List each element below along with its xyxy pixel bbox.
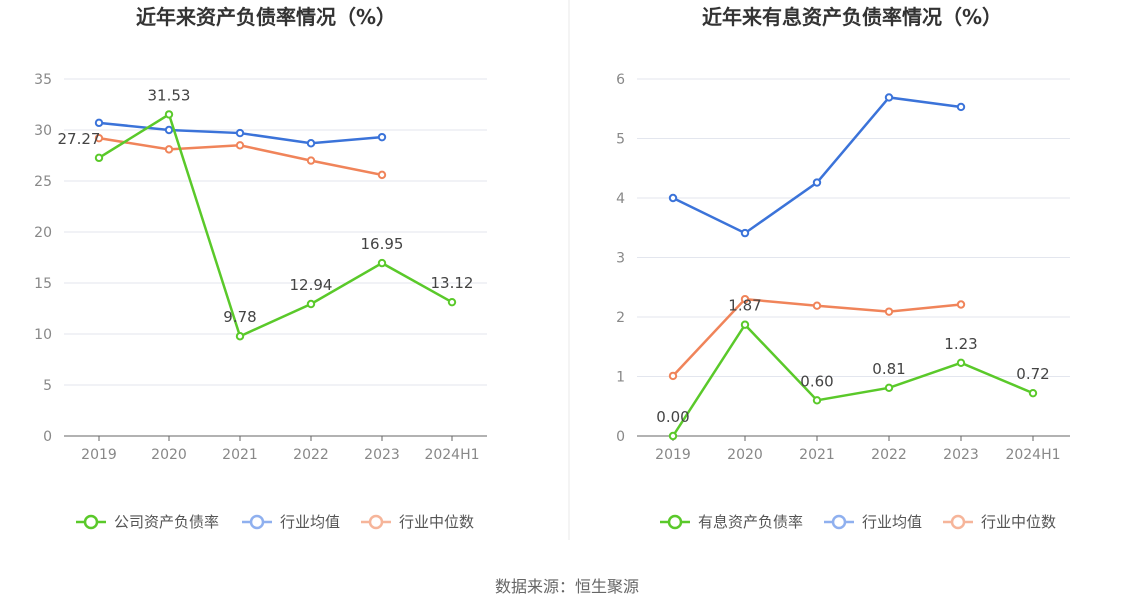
y-tick-label: 25 (34, 174, 52, 190)
x-tick-label: 2024H1 (424, 447, 479, 463)
data-label: 0.81 (872, 360, 905, 378)
data-label: 12.94 (290, 276, 333, 294)
legend-item: 行业中位数 (943, 513, 1056, 531)
x-tick-label: 2021 (222, 447, 258, 463)
data-point (1028, 388, 1038, 398)
data-point (235, 332, 245, 341)
chart-title: 近年来有息资产负债率情况（%） (702, 5, 1002, 29)
data-point (164, 110, 174, 119)
x-tick-label: 2019 (655, 447, 691, 463)
data-point (668, 431, 678, 441)
legend-label: 公司资产负债率 (114, 513, 219, 531)
legend-marker (83, 514, 99, 530)
data-point (812, 396, 822, 405)
data-source-label: 数据来源：恒生聚源 (495, 577, 639, 596)
data-point (740, 294, 750, 304)
data-point (306, 299, 316, 309)
y-tick-label: 6 (616, 72, 625, 88)
chart-title: 近年来资产负债率情况（%） (136, 5, 396, 29)
series-line (671, 322, 1034, 437)
legend-label: 有息资产负债率 (698, 513, 803, 531)
y-tick-label: 35 (34, 72, 52, 88)
data-label: 27.27 (58, 130, 101, 148)
legend-marker (249, 514, 265, 530)
y-tick-label: 20 (34, 225, 52, 241)
data-point (668, 193, 678, 203)
legend-label: 行业中位数 (981, 513, 1056, 531)
data-point (884, 93, 894, 102)
data-point (377, 170, 387, 180)
x-tick-label: 2023 (364, 447, 400, 463)
data-point (956, 358, 966, 368)
data-point (956, 102, 966, 112)
y-tick-label: 0 (43, 429, 52, 445)
legend-item: 行业中位数 (361, 513, 474, 531)
data-point (740, 320, 750, 329)
data-point (447, 297, 457, 307)
y-tick-label: 15 (34, 276, 52, 292)
x-tick-label: 2022 (871, 447, 907, 463)
data-point (377, 258, 387, 268)
legend-marker (368, 514, 384, 530)
data-point (884, 383, 894, 393)
data-point (94, 118, 104, 128)
series-line (98, 112, 453, 338)
data-point (94, 153, 104, 163)
data-point (306, 139, 316, 148)
x-tick-label: 2024H1 (1005, 447, 1060, 463)
y-tick-label: 10 (34, 327, 52, 343)
legend-item: 公司资产负债率 (76, 513, 219, 531)
data-point (812, 178, 822, 187)
data-label: 31.53 (148, 86, 191, 104)
data-point (306, 156, 316, 165)
data-point (377, 132, 387, 142)
x-tick-label: 2019 (81, 447, 117, 463)
data-label: 1.23 (944, 335, 977, 353)
series-line (672, 297, 962, 377)
legend-item: 行业均值 (242, 513, 340, 531)
x-tick-label: 2023 (943, 447, 979, 463)
series-line (672, 96, 962, 235)
x-tick-label: 2020 (151, 447, 187, 463)
legend-marker (831, 514, 847, 530)
data-point (740, 228, 750, 238)
data-point (235, 128, 245, 138)
x-tick-label: 2022 (293, 447, 329, 463)
legend-item: 有息资产负债率 (660, 513, 803, 531)
data-point (956, 300, 966, 309)
y-tick-label: 1 (616, 370, 625, 386)
chart-2: 近年来有息资产负债率情况（%） 0 1 2 3 4 5 6 2019 2020 2021 2022 20… (616, 5, 1070, 531)
legend-label: 行业均值 (280, 513, 340, 531)
data-point (235, 141, 245, 150)
data-label: 1.87 (728, 297, 761, 315)
y-tick-label: 3 (616, 251, 625, 267)
data-label: 9.78 (223, 308, 256, 326)
data-label: 16.95 (361, 235, 404, 253)
data-point (94, 133, 104, 143)
chart-1: 近年来资产负债率情况（%） 0 5 10 15 20 25 30 35 2019 2020 2021 2… (34, 5, 487, 531)
y-tick-label: 0 (616, 429, 625, 445)
legend-marker (667, 514, 683, 530)
data-point (812, 301, 822, 310)
legend-label: 行业中位数 (399, 513, 474, 531)
y-tick-label: 2 (616, 310, 625, 326)
y-tick-label: 4 (616, 191, 625, 207)
data-label: 0.00 (656, 408, 689, 426)
data-point (884, 307, 894, 316)
data-point (164, 145, 174, 154)
data-point (668, 371, 678, 381)
x-tick-label: 2020 (727, 447, 763, 463)
data-label: 13.12 (431, 274, 474, 292)
y-tick-label: 5 (43, 378, 52, 394)
legend-item: 行业均值 (824, 513, 922, 531)
data-label: 0.72 (1016, 365, 1049, 383)
data-point (164, 125, 174, 135)
x-tick-label: 2021 (799, 447, 835, 463)
legend-label: 行业均值 (862, 513, 922, 531)
y-tick-label: 30 (34, 123, 52, 139)
y-tick-label: 5 (616, 132, 625, 148)
data-label: 0.60 (800, 372, 833, 390)
legend-marker (950, 514, 966, 530)
